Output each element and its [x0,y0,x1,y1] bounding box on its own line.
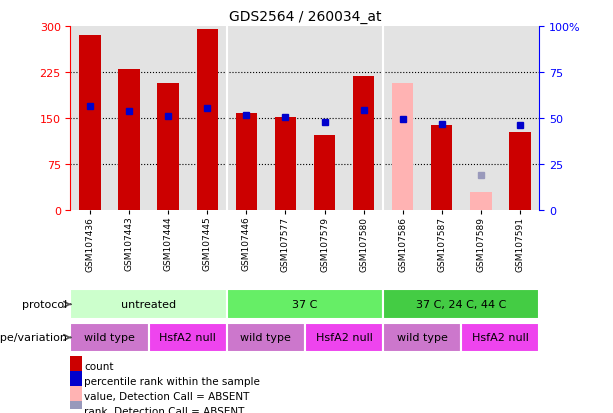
Bar [227,27,266,211]
Text: 37 C: 37 C [292,299,318,310]
Bar [70,27,110,211]
Bar [383,323,462,352]
Text: count: count [84,361,113,371]
Bar [500,27,539,211]
Bar [275,118,296,211]
Bar [70,386,82,406]
Bar [70,356,82,376]
Text: 37 C, 24 C, 44 C: 37 C, 24 C, 44 C [416,299,506,310]
Bar [70,290,227,320]
Bar [70,401,82,413]
Bar [227,290,383,320]
Text: HsfA2 null: HsfA2 null [472,332,529,343]
Bar [509,133,531,211]
Bar [149,27,188,211]
Text: protocol: protocol [22,299,67,310]
Bar [383,290,539,320]
Title: GDS2564 / 260034_at: GDS2564 / 260034_at [229,10,381,24]
Bar [70,371,82,391]
Bar [305,27,344,211]
Text: genotype/variation: genotype/variation [0,332,67,343]
Bar [235,114,257,211]
Bar [431,126,452,211]
Bar [305,323,383,352]
Bar [149,323,227,352]
Bar [470,192,492,211]
Bar [266,27,305,211]
Text: wild type: wild type [240,332,291,343]
Bar [353,76,375,211]
Bar [462,27,500,211]
Bar [227,323,305,352]
Text: value, Detection Call = ABSENT: value, Detection Call = ABSENT [84,391,249,401]
Bar [392,84,413,211]
Bar [110,27,149,211]
Bar [188,27,227,211]
Bar [79,36,101,211]
Bar [344,27,383,211]
Bar [462,323,539,352]
Text: wild type: wild type [397,332,447,343]
Text: wild type: wild type [84,332,135,343]
Bar [118,70,140,211]
Bar [197,30,218,211]
Text: HsfA2 null: HsfA2 null [316,332,373,343]
Text: HsfA2 null: HsfA2 null [159,332,216,343]
Text: percentile rank within the sample: percentile rank within the sample [84,376,260,386]
Bar [158,84,179,211]
Bar [383,27,422,211]
Bar [70,323,149,352]
Text: rank, Detection Call = ABSENT: rank, Detection Call = ABSENT [84,406,245,413]
Bar [422,27,462,211]
Text: untreated: untreated [121,299,176,310]
Bar [314,135,335,211]
